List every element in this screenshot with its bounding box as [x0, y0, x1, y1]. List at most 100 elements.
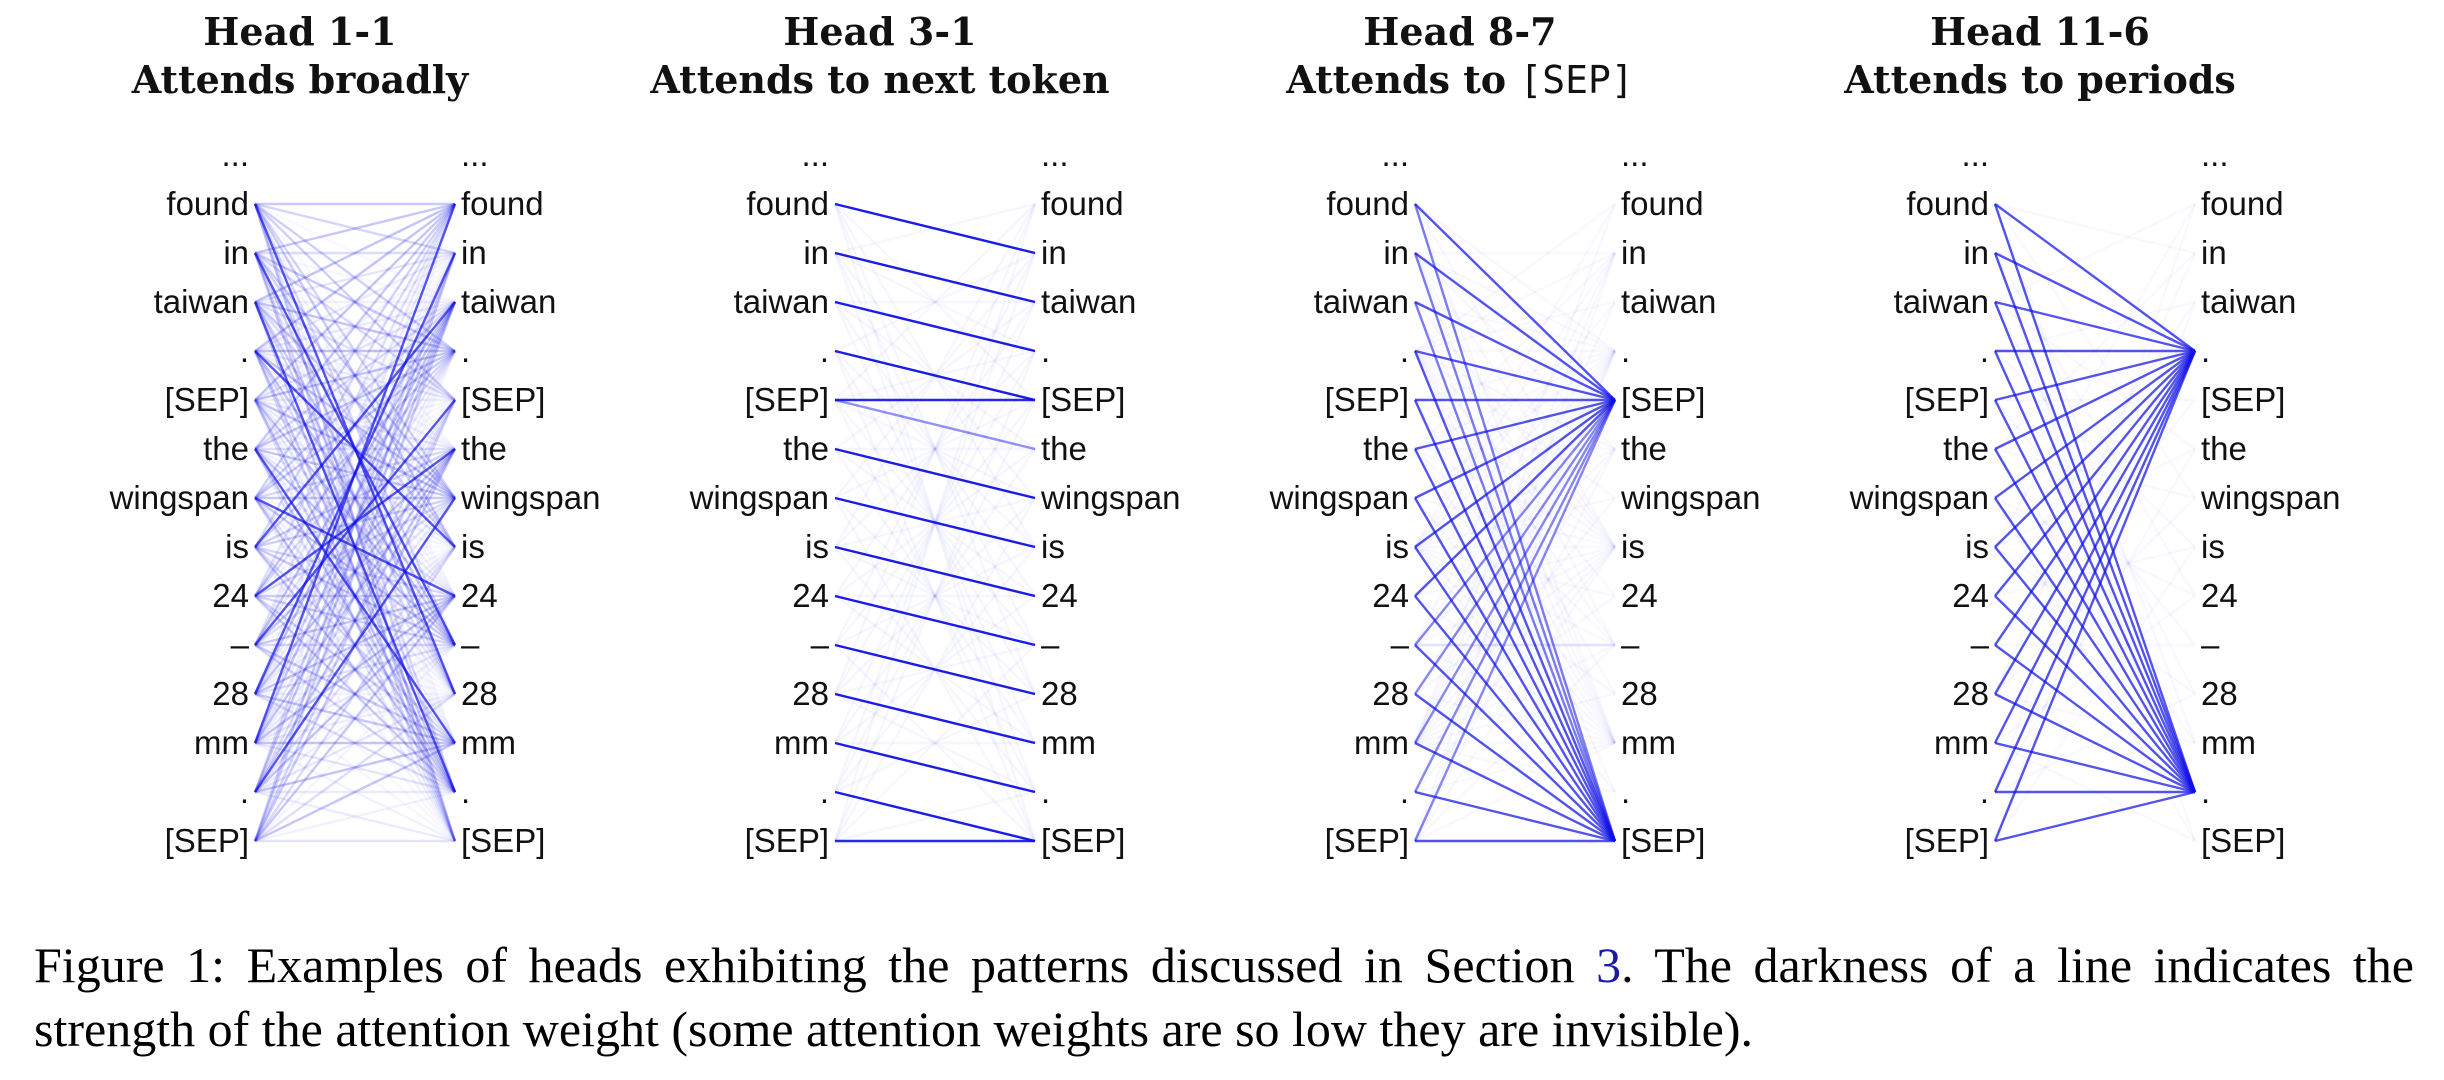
attention-line: [834, 643, 1036, 696]
source-token: mm: [1934, 724, 1989, 761]
attention-line: [254, 595, 456, 793]
attention-line: [254, 251, 456, 304]
attention-line: [834, 448, 1036, 744]
panel-head-11-6: Head 11-6 Attends to periods ...... found…: [1740, 0, 2340, 900]
target-token: in: [1621, 234, 1647, 271]
source-token: 28: [1952, 675, 1989, 712]
source-token: 24: [792, 577, 829, 614]
attention-line: [1994, 790, 2196, 843]
attention-line: [254, 643, 456, 696]
source-token: .: [819, 332, 829, 369]
attention-line: [254, 692, 456, 794]
panel-head-3-1: Head 3-1 Attends to next token ...... fou…: [580, 0, 1180, 900]
attention-lines: [833, 202, 1037, 843]
attention-line: [1414, 203, 1616, 401]
attention-line: [254, 595, 456, 793]
attention-line: [253, 350, 457, 793]
attention-line: [253, 252, 457, 793]
target-token: 28: [1621, 675, 1658, 712]
attention-line: [834, 496, 1036, 549]
attention-line: [253, 203, 457, 597]
attention-line: [254, 496, 456, 598]
source-token: 28: [212, 675, 249, 712]
attention-line: [1994, 595, 2196, 793]
attention-line: [1413, 399, 1617, 793]
attention-line: [1994, 692, 2196, 794]
attention-line: [254, 448, 456, 744]
attention-line: [253, 448, 457, 793]
attention-line: [833, 203, 1037, 842]
attention-line: [1993, 350, 2197, 842]
panel-subheading: Attends broadly: [131, 57, 469, 102]
target-token: the: [461, 430, 507, 467]
attention-line: [254, 202, 456, 255]
attention-line: [254, 349, 456, 451]
attention-line: [834, 202, 1036, 255]
attention-line: [834, 301, 1036, 597]
panel-heading: Head 3-1: [783, 9, 977, 54]
attention-line: [833, 399, 1037, 793]
attention-line: [834, 497, 1036, 695]
attention-line: [254, 692, 456, 794]
panel-subheading: Attends to next token: [650, 57, 1110, 102]
attention-line: [254, 693, 456, 842]
attention-lines: [1993, 203, 2197, 843]
attention-line: [833, 301, 1037, 744]
source-token: [SEP]: [1904, 822, 1989, 859]
attention-line: [254, 203, 456, 450]
attention-line: [1414, 644, 1616, 842]
target-token: taiwan: [1621, 283, 1717, 320]
target-token: mm: [1041, 724, 1096, 761]
attention-line: [253, 301, 457, 744]
source-token: [SEP]: [164, 822, 249, 859]
source-token: is: [805, 528, 829, 565]
attention-line: [253, 252, 457, 744]
attention-line: [834, 399, 1036, 646]
target-token: [SEP]: [461, 822, 546, 859]
attention-line: [253, 301, 457, 842]
attention-line: [254, 252, 456, 499]
attention-line: [1994, 546, 2196, 793]
attention-line: [1995, 302, 2195, 841]
figure-caption: Figure 1: Examples of heads exhibiting t…: [34, 933, 2414, 1061]
attention-line: [834, 595, 1036, 744]
source-token: 24: [212, 577, 249, 614]
attention-line: [254, 349, 456, 451]
target-token: [SEP]: [1621, 381, 1706, 418]
attention-line: [254, 546, 456, 793]
source-token: taiwan: [153, 283, 249, 320]
source-token: in: [1383, 234, 1409, 271]
attention-line: [1995, 204, 2195, 253]
attention-line: [834, 252, 1036, 499]
attention-line: [253, 203, 457, 695]
attention-line: [254, 496, 456, 598]
panel-heading: Head 11-6: [1930, 9, 2150, 54]
attention-line: [253, 448, 457, 842]
source-token: wingspan: [109, 479, 249, 516]
section-reference-link[interactable]: 3: [1596, 937, 1622, 993]
attention-line: [834, 741, 1036, 794]
target-token: wingspan: [1041, 479, 1181, 516]
source-token: 24: [1952, 577, 1989, 614]
attention-line: [254, 790, 456, 843]
target-token: –: [2201, 626, 2220, 663]
target-token: [SEP]: [1041, 822, 1126, 859]
target-token: .: [1621, 332, 1631, 369]
source-token: [SEP]: [744, 381, 829, 418]
source-token: found: [166, 185, 249, 222]
source-token: [SEP]: [1324, 822, 1409, 859]
attention-line: [1995, 547, 2195, 841]
attention-line: [834, 301, 1036, 597]
source-token: is: [1385, 528, 1409, 565]
target-token: [SEP]: [2201, 381, 2286, 418]
panel-heading: Head 8-7: [1363, 9, 1557, 54]
attention-line: [1994, 350, 2196, 597]
source-token: .: [819, 773, 829, 810]
attention-line: [254, 644, 456, 793]
attention-line: [1413, 399, 1617, 842]
source-token: found: [1326, 185, 1409, 222]
attention-line: [834, 496, 1036, 549]
source-token: found: [1906, 185, 1989, 222]
target-token: found: [461, 185, 544, 222]
target-token: ...: [1041, 136, 1069, 173]
